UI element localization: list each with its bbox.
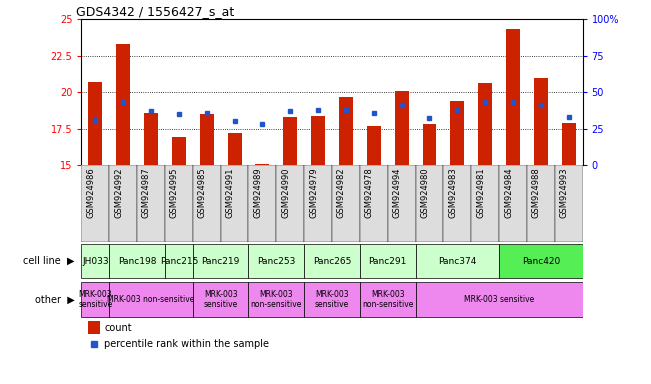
Bar (562, 123, 575, 165)
FancyBboxPatch shape (527, 165, 555, 242)
FancyBboxPatch shape (415, 282, 583, 317)
FancyBboxPatch shape (165, 165, 193, 242)
Text: Panc198: Panc198 (118, 257, 156, 266)
FancyBboxPatch shape (360, 282, 415, 317)
Text: cell line  ▶: cell line ▶ (23, 256, 75, 266)
Text: GSM924993: GSM924993 (560, 167, 569, 218)
Bar (116, 44, 130, 165)
Bar (89, 82, 102, 165)
Bar (311, 116, 325, 165)
FancyBboxPatch shape (81, 282, 109, 317)
Bar (283, 117, 298, 165)
FancyBboxPatch shape (109, 244, 165, 278)
Text: GSM924990: GSM924990 (281, 167, 290, 218)
FancyBboxPatch shape (499, 244, 583, 278)
Bar (228, 133, 242, 165)
Text: GSM924986: GSM924986 (87, 167, 95, 218)
Text: MRK-003
non-sensitive: MRK-003 non-sensitive (362, 290, 413, 309)
FancyBboxPatch shape (249, 165, 276, 242)
Bar (478, 83, 492, 165)
Bar (172, 137, 186, 165)
Text: MRK-003
non-sensitive: MRK-003 non-sensitive (251, 290, 302, 309)
FancyBboxPatch shape (193, 244, 249, 278)
FancyBboxPatch shape (109, 165, 137, 242)
Text: count: count (104, 323, 132, 333)
Bar (339, 96, 353, 165)
Text: MRK-003
sensitive: MRK-003 sensitive (78, 290, 113, 309)
FancyBboxPatch shape (415, 244, 499, 278)
Text: MRK-003 non-sensitive: MRK-003 non-sensitive (107, 295, 195, 304)
FancyBboxPatch shape (499, 165, 527, 242)
Bar (144, 113, 158, 165)
Text: MRK-003 sensitive: MRK-003 sensitive (464, 295, 534, 304)
Text: Panc374: Panc374 (438, 257, 477, 266)
FancyBboxPatch shape (471, 165, 499, 242)
FancyBboxPatch shape (332, 165, 360, 242)
Text: GSM924992: GSM924992 (114, 167, 123, 218)
Text: GSM924981: GSM924981 (476, 167, 485, 218)
Text: GSM924995: GSM924995 (170, 167, 179, 218)
FancyBboxPatch shape (137, 165, 165, 242)
FancyBboxPatch shape (221, 165, 249, 242)
Text: GSM924979: GSM924979 (309, 167, 318, 218)
Text: GSM924989: GSM924989 (253, 167, 262, 218)
Text: Panc265: Panc265 (313, 257, 351, 266)
Text: Panc253: Panc253 (257, 257, 296, 266)
FancyBboxPatch shape (249, 282, 304, 317)
FancyBboxPatch shape (193, 282, 249, 317)
Text: GSM924984: GSM924984 (504, 167, 513, 218)
FancyBboxPatch shape (443, 165, 471, 242)
Bar (534, 78, 548, 165)
Text: GSM924983: GSM924983 (449, 167, 457, 218)
Text: JH033: JH033 (82, 257, 109, 266)
Text: Panc219: Panc219 (201, 257, 240, 266)
Text: GSM924991: GSM924991 (225, 167, 234, 218)
FancyBboxPatch shape (360, 244, 415, 278)
Text: Panc291: Panc291 (368, 257, 407, 266)
Bar (200, 114, 214, 165)
FancyBboxPatch shape (81, 244, 109, 278)
Text: Panc420: Panc420 (521, 257, 560, 266)
Bar (450, 101, 464, 165)
Bar (367, 126, 381, 165)
Text: MRK-003
sensitive: MRK-003 sensitive (204, 290, 238, 309)
FancyBboxPatch shape (304, 165, 332, 242)
Bar (255, 164, 270, 165)
FancyBboxPatch shape (81, 165, 109, 242)
Bar (395, 91, 409, 165)
Text: GSM924985: GSM924985 (198, 167, 207, 218)
Text: percentile rank within the sample: percentile rank within the sample (104, 339, 269, 349)
FancyBboxPatch shape (276, 165, 304, 242)
FancyBboxPatch shape (249, 244, 304, 278)
FancyBboxPatch shape (109, 282, 193, 317)
FancyBboxPatch shape (304, 244, 360, 278)
Text: Panc215: Panc215 (159, 257, 198, 266)
FancyBboxPatch shape (388, 165, 415, 242)
FancyBboxPatch shape (165, 244, 193, 278)
Text: GSM924988: GSM924988 (532, 167, 541, 218)
Bar (88, 321, 100, 334)
Text: MRK-003
sensitive: MRK-003 sensitive (315, 290, 349, 309)
FancyBboxPatch shape (360, 165, 388, 242)
FancyBboxPatch shape (555, 165, 583, 242)
Text: GSM924982: GSM924982 (337, 167, 346, 218)
Text: GSM924978: GSM924978 (365, 167, 374, 218)
Text: other  ▶: other ▶ (35, 295, 75, 305)
Text: GSM924994: GSM924994 (393, 167, 402, 218)
FancyBboxPatch shape (193, 165, 221, 242)
Bar (506, 30, 520, 165)
FancyBboxPatch shape (415, 165, 443, 242)
Text: GSM924987: GSM924987 (142, 167, 151, 218)
Text: GDS4342 / 1556427_s_at: GDS4342 / 1556427_s_at (76, 5, 234, 18)
Text: GSM924980: GSM924980 (421, 167, 430, 218)
Bar (422, 124, 436, 165)
FancyBboxPatch shape (304, 282, 360, 317)
